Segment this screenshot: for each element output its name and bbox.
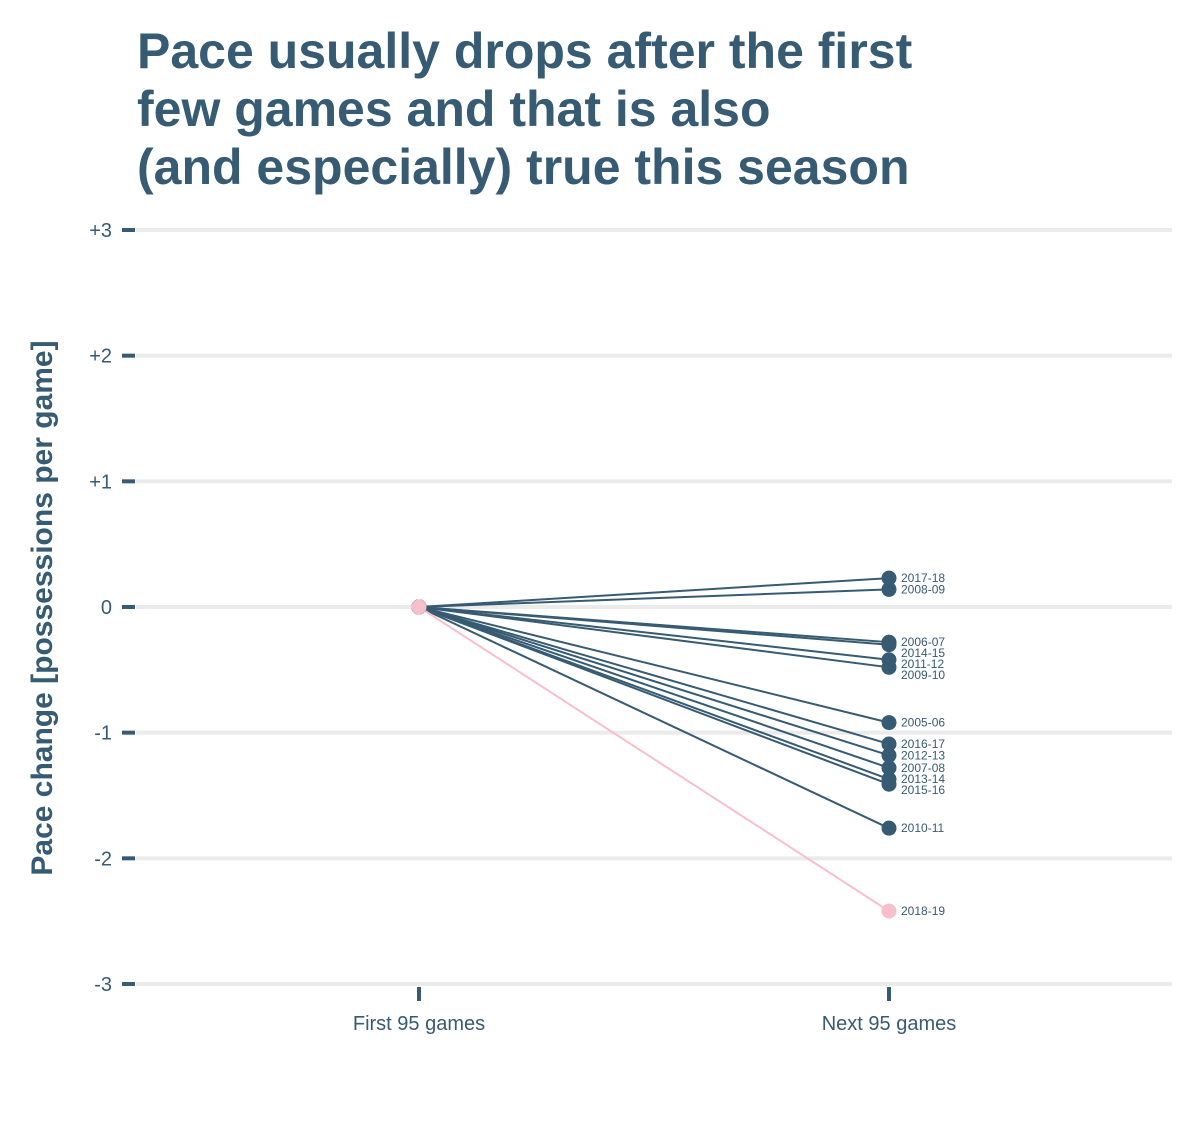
series-end-label: 2015-16 (901, 783, 945, 797)
chart-title-line-2: few games and that is also (137, 81, 771, 137)
series-line (418, 606, 890, 669)
series-end-label: 2018-19 (901, 904, 945, 918)
series-line (418, 606, 890, 661)
series-end-label: 2010-11 (901, 821, 944, 835)
series-point (881, 715, 897, 731)
series-point (881, 776, 897, 792)
y-tick-label: 0 (101, 597, 112, 619)
series-end-label: 2012-13 (901, 748, 945, 762)
series-line (418, 606, 890, 646)
series-line (418, 577, 890, 608)
series-point (411, 599, 427, 615)
y-tick-label: -1 (94, 723, 112, 745)
series-line (418, 606, 890, 757)
series-point (881, 659, 897, 675)
series-end-label: 2013-14 (901, 772, 945, 786)
series-end-label: 2005-06 (901, 716, 945, 730)
series-point (881, 637, 897, 653)
series-point (881, 736, 897, 752)
series-end-label: 2008-09 (901, 582, 945, 596)
series-end-label: 2014-15 (901, 646, 945, 660)
series-point (881, 903, 897, 919)
series-point (881, 747, 897, 763)
series-point (881, 570, 897, 586)
y-tick-label: -2 (94, 848, 112, 870)
series-line (418, 606, 890, 786)
x-tick-label: Next 95 games (822, 1013, 957, 1035)
series-point (881, 820, 897, 836)
series-points (411, 570, 897, 919)
chart-title-line-1: Pace usually drops after the first (137, 23, 913, 79)
chart-title: Pace usually drops after the first few g… (137, 22, 912, 196)
series-end-label: 2007-08 (901, 761, 945, 775)
y-tick-label: +1 (89, 471, 112, 493)
y-tick-label: +3 (89, 220, 112, 242)
axis-layer: +3 +2 +1 0 -1 -2 -3 First 95 games Next 95 games (89, 220, 956, 1035)
series-point (881, 760, 897, 776)
series-line (418, 606, 890, 745)
series-end-label: 2011-12 (901, 657, 944, 671)
series-line (418, 606, 890, 830)
y-tick-label: -3 (94, 974, 112, 996)
series-end-label: 2009-10 (901, 668, 945, 682)
series-line (418, 606, 890, 769)
series-line (418, 606, 890, 724)
series-lines (418, 577, 890, 912)
series-line (418, 588, 890, 608)
series-end-label: 2016-17 (901, 737, 945, 751)
x-tick-label: First 95 games (353, 1013, 485, 1035)
chart-title-line-3: (and especially) true this season (137, 139, 910, 195)
grid-layer (136, 228, 1172, 986)
series-point (881, 581, 897, 597)
y-tick-label: +2 (89, 346, 112, 368)
series-end-label: 2017-18 (901, 571, 945, 585)
series-line (418, 606, 890, 912)
series-end-label: 2006-07 (901, 635, 945, 649)
